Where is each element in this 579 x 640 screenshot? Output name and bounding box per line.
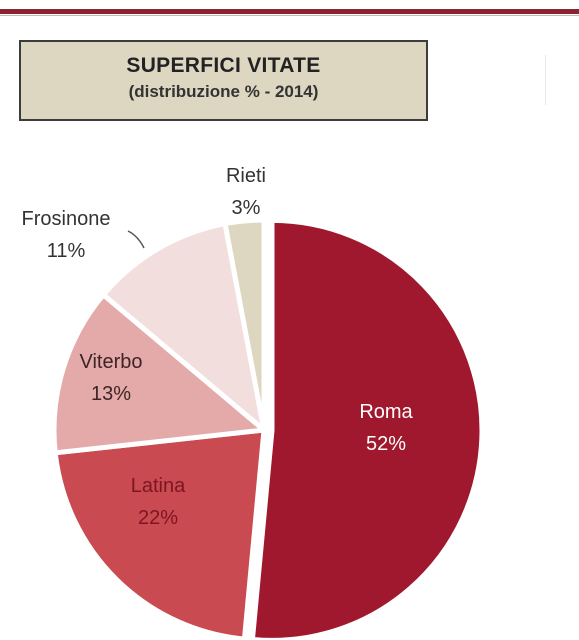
pie-slice-viterbo xyxy=(51,292,267,456)
chart-title: SUPERFICI VITATE xyxy=(126,54,321,77)
slice-label-rieti: Rieti 3% xyxy=(226,165,266,219)
slice-label-latina: Latina 22% xyxy=(131,475,186,529)
header-rule xyxy=(0,9,579,14)
slice-label-frosinone: Frosinone 11% xyxy=(22,208,111,262)
header-rule-thin xyxy=(0,15,579,16)
divider xyxy=(545,55,546,105)
pie-slice-frosinone xyxy=(100,221,267,433)
chart-subtitle: (distribuzione % - 2014) xyxy=(128,82,319,101)
frosinone-leader-line xyxy=(127,230,145,249)
slice-label-roma: Roma 52% xyxy=(359,401,413,455)
slice-label-viterbo: Viterbo 13% xyxy=(79,351,142,405)
pie-slice-rieti xyxy=(222,217,267,433)
pie-slice-roma xyxy=(249,217,485,640)
pie-slice-latina xyxy=(52,427,267,640)
chart-title-box: SUPERFICI VITATE (distribuzione % - 2014… xyxy=(19,40,428,121)
